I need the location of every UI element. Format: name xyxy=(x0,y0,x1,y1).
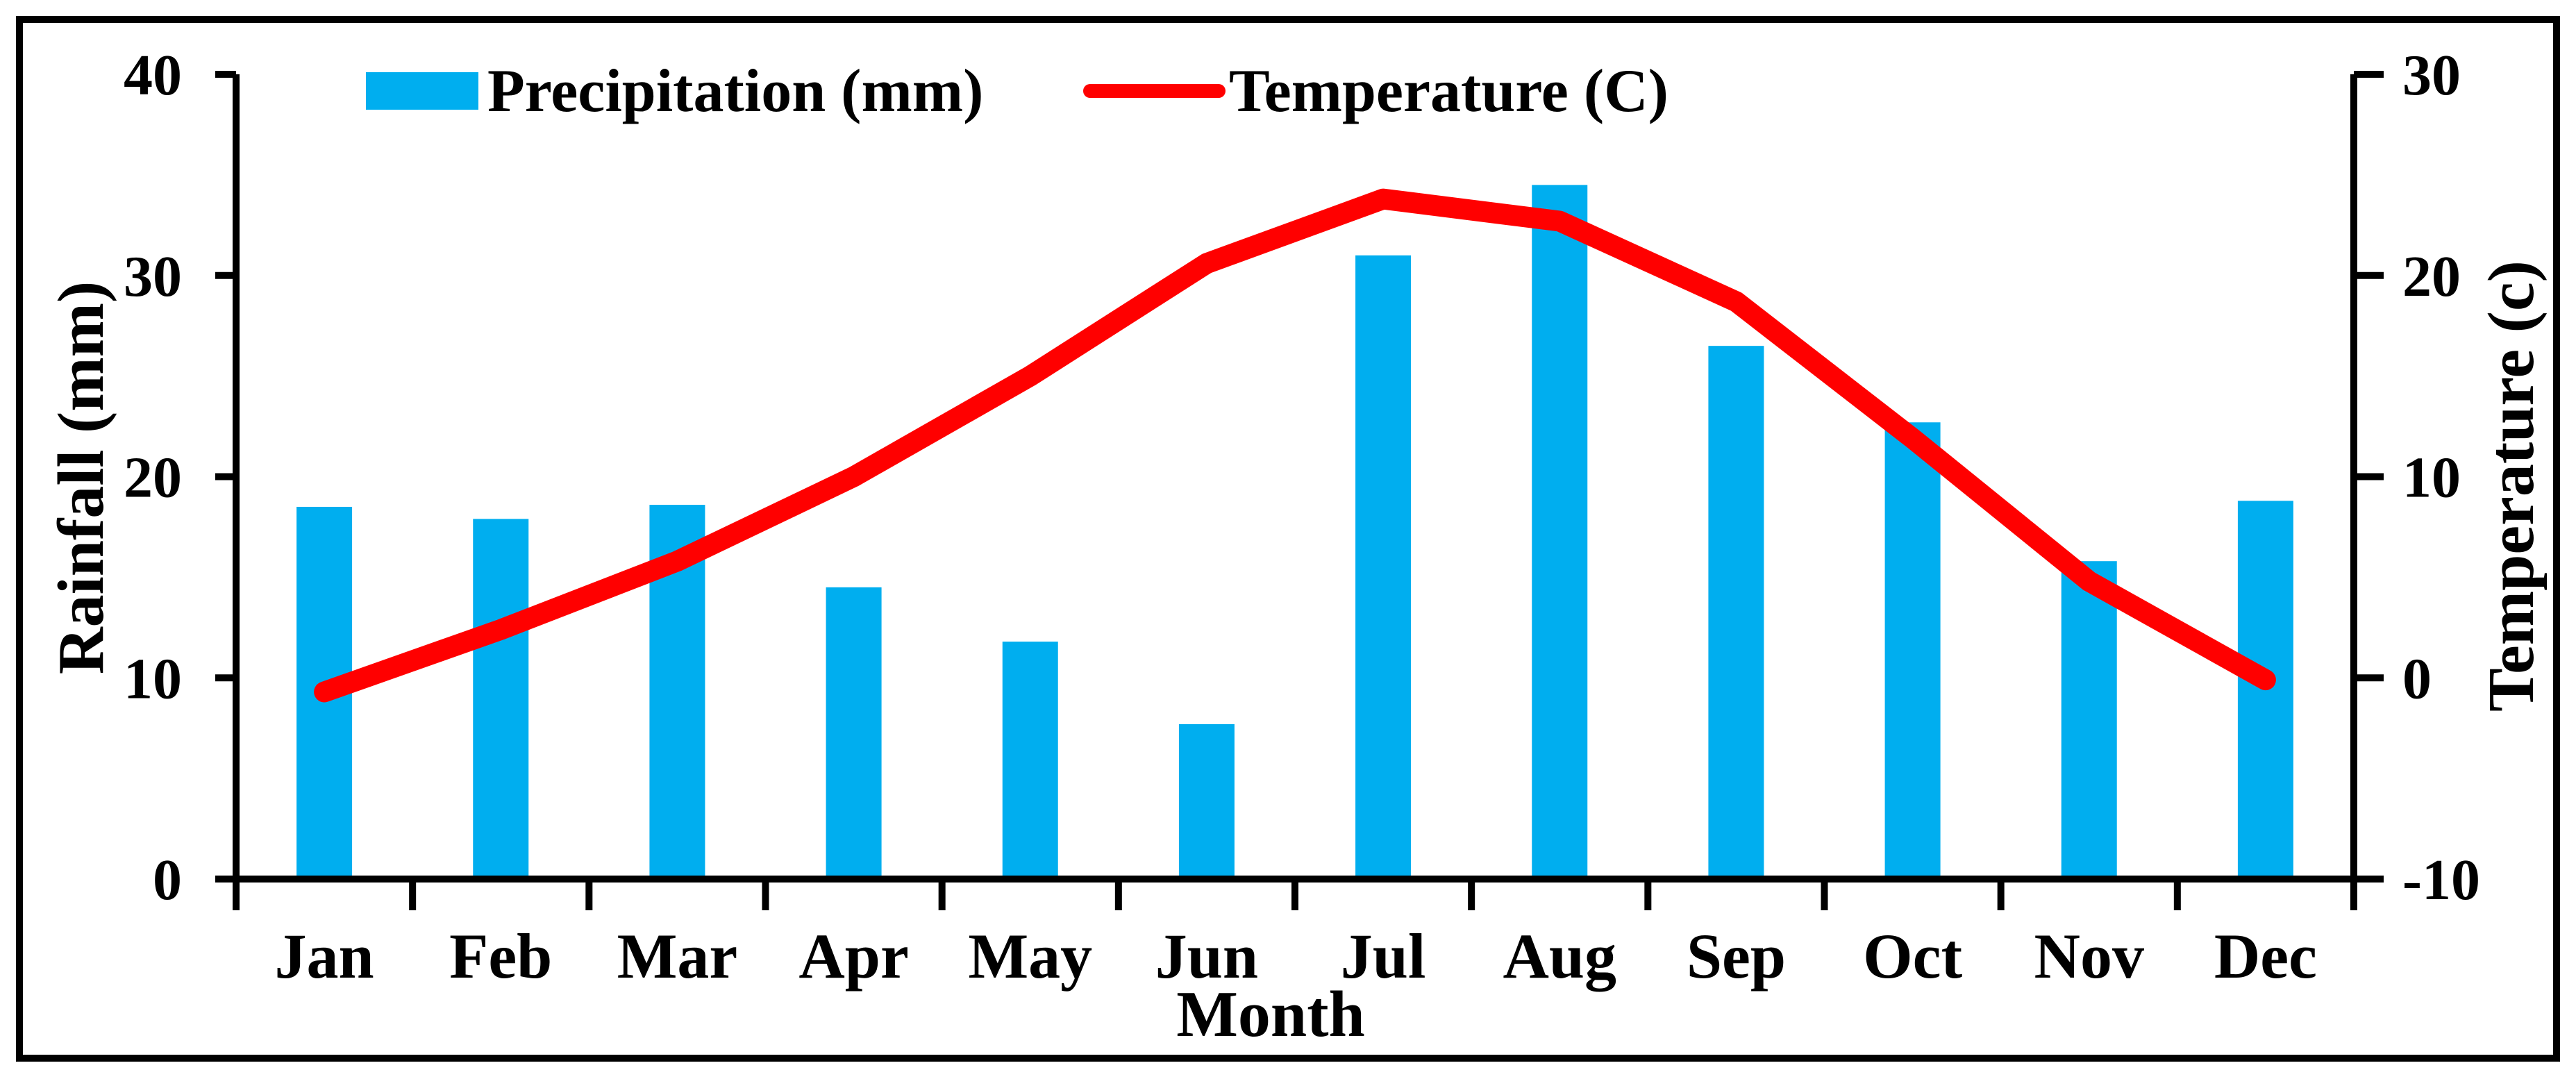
legend-precipitation-swatch xyxy=(366,72,478,110)
left-axis-tick-label: 30 xyxy=(124,244,182,309)
right-axis-tick-label: 10 xyxy=(2402,446,2461,510)
right-axis-title: Temperature (c) xyxy=(2475,260,2548,712)
left-axis-tick-label: 20 xyxy=(124,446,182,510)
bar-feb xyxy=(473,519,529,879)
right-axis-tick-label: 30 xyxy=(2402,43,2461,108)
left-axis-tick-label: 40 xyxy=(124,43,182,108)
right-axis-tick-label: -10 xyxy=(2402,848,2480,912)
left-axis-tick-label: 0 xyxy=(153,848,182,912)
month-label-may: May xyxy=(968,921,1092,992)
temperature-line xyxy=(314,188,2276,703)
month-label-sep: Sep xyxy=(1687,921,1786,992)
month-label-aug: Aug xyxy=(1503,921,1616,992)
month-label-oct: Oct xyxy=(1863,921,1962,992)
month-label-jun: Jun xyxy=(1155,921,1258,992)
bar-jul xyxy=(1355,255,1412,879)
month-label-jan: Jan xyxy=(274,921,374,992)
month-label-apr: Apr xyxy=(798,921,908,992)
bar-nov xyxy=(2061,561,2117,879)
legend-temperature-label: Temperature (C) xyxy=(1229,58,1668,125)
bar-jun xyxy=(1178,723,1235,879)
left-axis-title: Rainfall (mm) xyxy=(45,281,117,675)
month-label-mar: Mar xyxy=(617,921,738,992)
bar-aug xyxy=(1532,185,1588,879)
month-label-jul: Jul xyxy=(1341,921,1426,992)
plot-area: 0 10 20 30 40 -10 0 10 20 30 Jan Feb Mar Apr May Jun Jul… xyxy=(16,16,2560,1062)
figure-border xyxy=(16,16,2560,1062)
month-label-nov: Nov xyxy=(2034,921,2144,992)
legend-precipitation-label: Precipitation (mm) xyxy=(487,58,983,125)
right-axis-tick-label: 20 xyxy=(2402,244,2461,309)
bar-apr xyxy=(826,587,882,879)
left-axis-tick-label: 10 xyxy=(124,646,182,711)
bar-may xyxy=(1002,642,1058,879)
right-axis-tick-label: 0 xyxy=(2402,646,2432,711)
bar-oct xyxy=(1884,422,1941,879)
month-label-feb: Feb xyxy=(449,921,552,992)
bar-sep xyxy=(1708,346,1764,880)
x-axis-title: Month xyxy=(1176,978,1365,1051)
month-label-dec: Dec xyxy=(2214,921,2317,992)
